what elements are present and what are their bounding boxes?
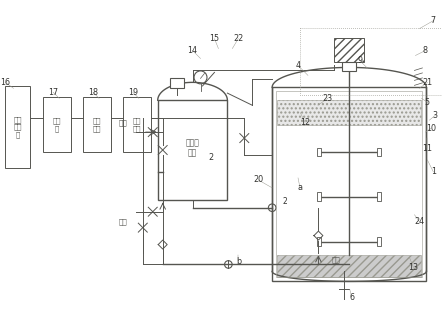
Text: 2: 2 <box>208 153 213 162</box>
Text: b: b <box>236 257 241 266</box>
Bar <box>342 62 356 71</box>
Circle shape <box>225 261 232 268</box>
Circle shape <box>194 71 207 84</box>
Bar <box>318 237 322 246</box>
Text: 捕过
滤器: 捕过 滤器 <box>132 117 141 132</box>
Bar <box>277 255 421 277</box>
Text: 7: 7 <box>431 16 436 25</box>
Text: 8: 8 <box>423 46 428 55</box>
Text: 蒸汽: 蒸汽 <box>119 120 127 126</box>
Bar <box>272 87 426 281</box>
Text: 22: 22 <box>233 34 244 43</box>
Text: 23: 23 <box>323 94 333 103</box>
Text: 4: 4 <box>295 61 300 70</box>
Text: 相过
滤器: 相过 滤器 <box>93 117 101 132</box>
Text: 19: 19 <box>128 88 138 97</box>
Bar <box>334 38 364 62</box>
Text: 20: 20 <box>253 175 263 184</box>
Text: 蒸汽: 蒸汽 <box>119 218 127 225</box>
Text: 2: 2 <box>283 197 288 206</box>
Text: 5: 5 <box>425 98 430 107</box>
Text: 21: 21 <box>422 78 432 87</box>
Text: 3: 3 <box>433 111 438 120</box>
Circle shape <box>268 204 276 211</box>
Text: 14: 14 <box>187 46 198 55</box>
Bar <box>123 97 151 152</box>
Text: 空气
压缩
机: 空气 压缩 机 <box>14 116 22 138</box>
Bar <box>318 148 322 157</box>
Text: 24: 24 <box>414 217 424 226</box>
Bar <box>377 148 381 157</box>
Text: 18: 18 <box>88 88 98 97</box>
Text: 9: 9 <box>357 56 362 65</box>
Bar <box>276 91 423 277</box>
Text: 冷干
机: 冷干 机 <box>53 117 62 132</box>
Bar <box>158 100 227 200</box>
Text: 12: 12 <box>300 118 310 127</box>
Bar <box>318 192 322 201</box>
Bar <box>377 237 381 246</box>
Text: 15: 15 <box>210 34 219 43</box>
Text: a: a <box>298 183 303 192</box>
Text: 16: 16 <box>0 78 11 87</box>
Text: 17: 17 <box>48 88 58 97</box>
Bar <box>377 192 381 201</box>
Text: 13: 13 <box>408 263 419 272</box>
Text: 消泡剂
储罐: 消泡剂 储罐 <box>186 138 199 158</box>
Text: 10: 10 <box>426 124 436 133</box>
Text: 蒸汽: 蒸汽 <box>332 256 341 263</box>
Bar <box>43 97 71 152</box>
Text: 6: 6 <box>349 293 354 302</box>
Bar <box>277 100 421 125</box>
Bar <box>83 97 111 152</box>
Bar <box>170 78 183 88</box>
Text: 11: 11 <box>422 144 432 153</box>
Bar <box>5 86 31 168</box>
Text: 1: 1 <box>431 167 436 176</box>
